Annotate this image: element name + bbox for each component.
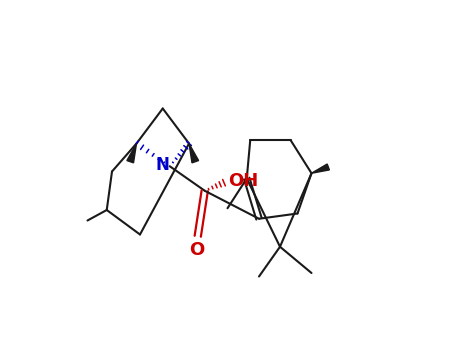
Polygon shape (127, 144, 136, 163)
Text: O: O (189, 241, 204, 259)
Polygon shape (189, 144, 198, 163)
Text: OH: OH (228, 172, 258, 190)
Text: N: N (155, 155, 169, 174)
Polygon shape (312, 164, 329, 173)
